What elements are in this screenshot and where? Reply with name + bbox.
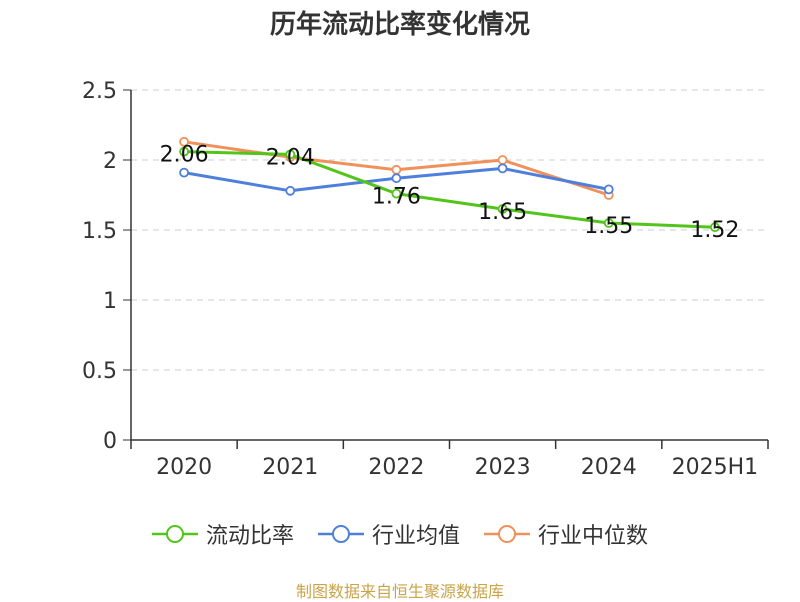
legend-label: 流动比率 [205,524,294,549]
data-point [285,149,296,160]
y-tick-label: 0.5 [82,359,117,384]
y-tick-label: 0 [103,429,117,454]
y-tick-label: 1.5 [82,219,117,244]
legend: 流动比率 行业均值 行业中位数 [0,518,800,550]
data-labels: 2.06 2.04 1.76 1.65 1.55 1.52 [160,143,740,244]
source-note: 制图数据来自恒生聚源数据库 [295,582,504,601]
data-label: 2.04 [266,145,315,170]
data-point [497,155,508,165]
legend-item-industry-median[interactable]: 行业中位数 [484,518,648,550]
data-label: 1.52 [690,218,739,243]
x-tick-label: 2025H1 [672,455,759,480]
legend-item-current-ratio[interactable]: 流动比率 [151,518,294,550]
x-tick-label: 2020 [156,455,212,480]
data-point [391,173,402,184]
legend-label: 行业均值 [371,524,460,549]
grid-lines [131,89,768,371]
data-point [497,204,508,214]
data-point [603,184,614,195]
x-tick-label: 2022 [368,455,424,480]
series-lines [179,136,720,233]
data-point [285,185,296,196]
legend-marker-icon [151,525,198,543]
x-tick-label: 2021 [262,455,318,480]
data-point [391,188,402,199]
data-label: 1.55 [584,214,633,239]
data-label: 2.06 [160,143,209,168]
chart-title: 历年流动比率变化情况 [269,10,530,40]
data-label: 1.65 [478,200,527,225]
series-line [184,150,715,229]
data-point [710,222,720,233]
legend-label: 行业中位数 [538,524,649,549]
legend-item-industry-mean[interactable]: 行业均值 [317,518,460,550]
data-label: 1.76 [372,185,421,210]
data-point [179,136,189,147]
x-tick-label: 2023 [475,455,531,480]
y-tick-label: 2 [103,149,117,174]
legend-marker-icon [484,525,530,543]
y-tick-label: 2.5 [82,79,117,104]
data-point [179,146,189,157]
data-point [391,164,402,175]
legend-marker-icon [317,525,364,543]
data-point [497,163,508,174]
y-tick-label: 1 [103,289,117,314]
data-point [179,167,189,178]
x-tick-label: 2024 [581,455,637,480]
data-point [603,218,614,228]
